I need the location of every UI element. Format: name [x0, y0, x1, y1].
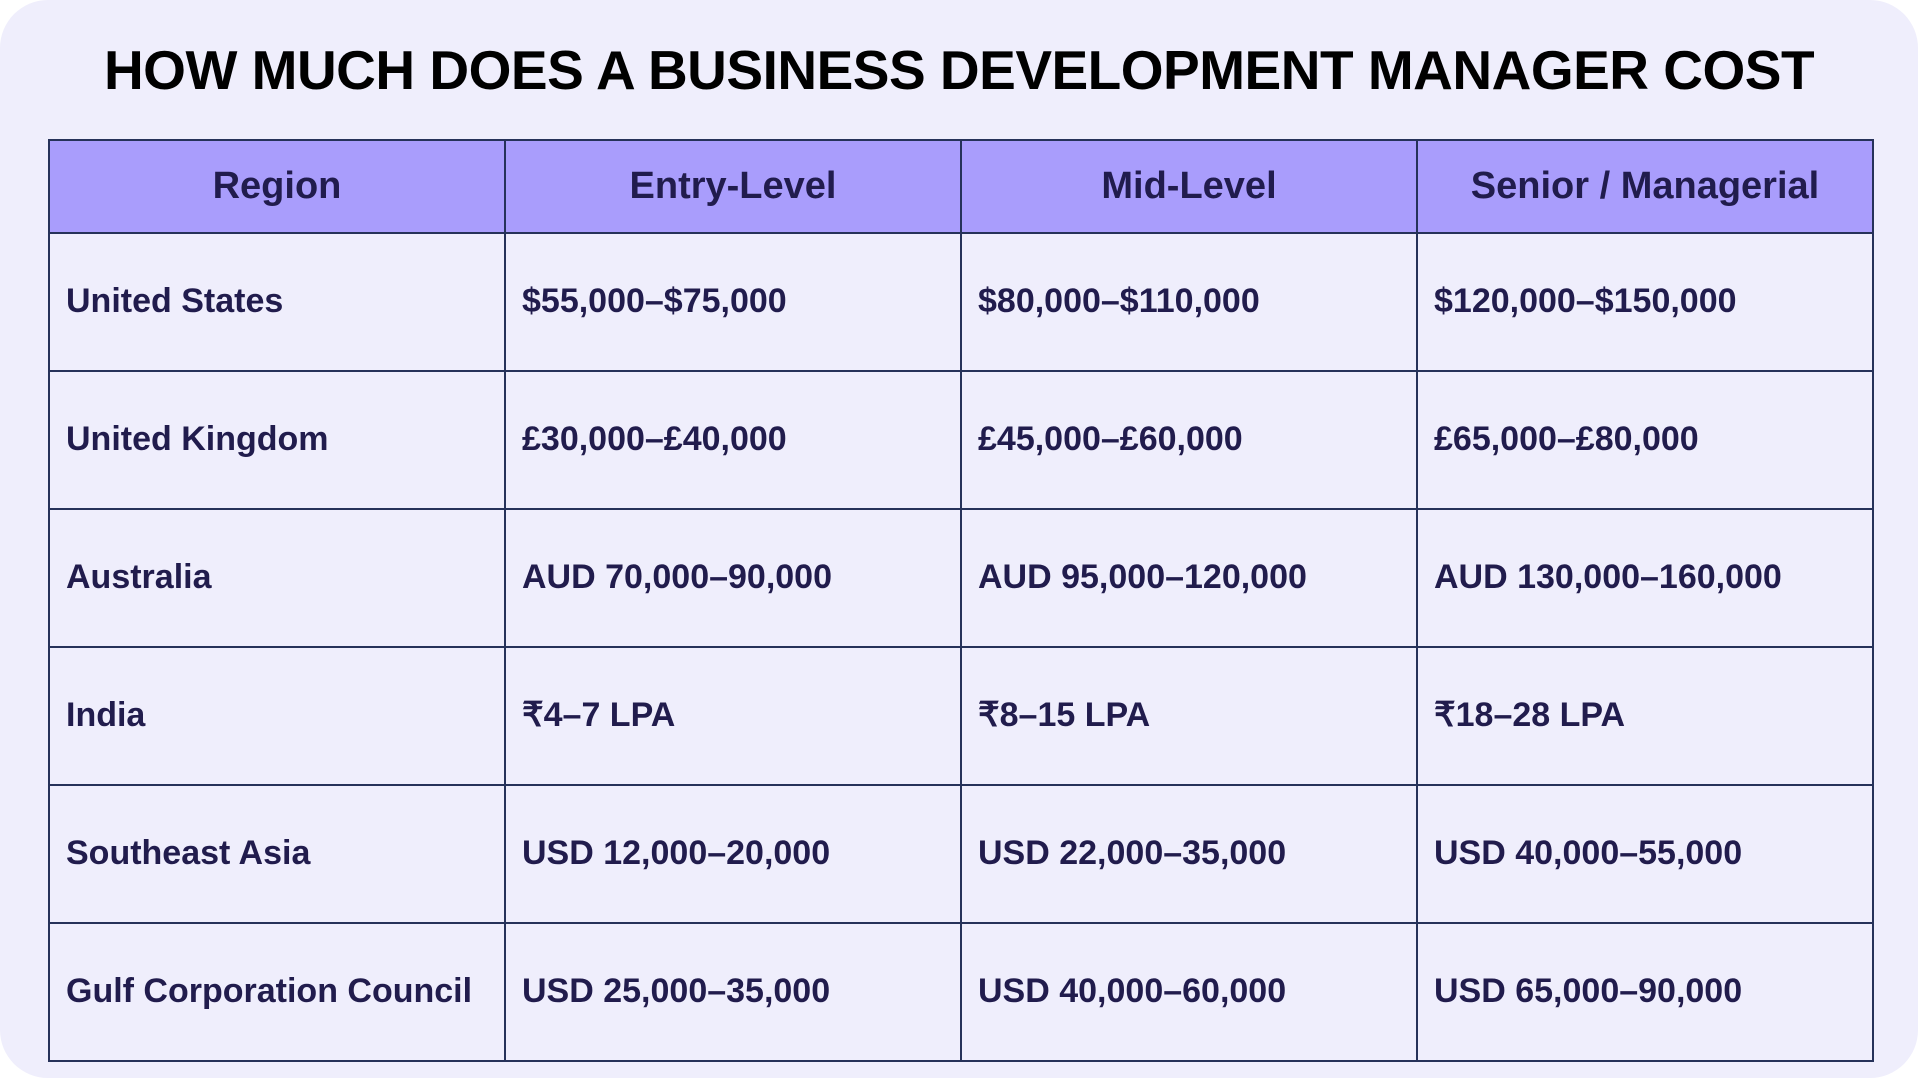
region-cell: Gulf Corporation Council — [48, 922, 506, 1062]
region-cell: Southeast Asia — [48, 784, 506, 924]
entry-level-cell: ₹4–7 LPA — [504, 646, 962, 786]
senior-cell: £65,000–£80,000 — [1416, 370, 1874, 510]
mid-level-cell: USD 22,000–35,000 — [960, 784, 1418, 924]
mid-level-cell: ₹8–15 LPA — [960, 646, 1418, 786]
table-row: India ₹4–7 LPA ₹8–15 LPA ₹18–28 LPA — [48, 646, 1874, 786]
header-entry-level: Entry-Level — [504, 139, 962, 234]
salary-table: Region Entry-Level Mid-Level Senior / Ma… — [48, 139, 1874, 1062]
entry-level-cell: USD 12,000–20,000 — [504, 784, 962, 924]
region-cell: United Kingdom — [48, 370, 506, 510]
mid-level-cell: USD 40,000–60,000 — [960, 922, 1418, 1062]
page-title: HOW MUCH DOES A BUSINESS DEVELOPMENT MAN… — [103, 39, 1815, 101]
entry-level-cell: USD 25,000–35,000 — [504, 922, 962, 1062]
table-row: United Kingdom £30,000–£40,000 £45,000–£… — [48, 370, 1874, 510]
table-row: Gulf Corporation Council USD 25,000–35,0… — [48, 922, 1874, 1062]
entry-level-cell: AUD 70,000–90,000 — [504, 508, 962, 648]
senior-cell: USD 40,000–55,000 — [1416, 784, 1874, 924]
region-cell: Australia — [48, 508, 506, 648]
entry-level-cell: $55,000–$75,000 — [504, 232, 962, 372]
header-region: Region — [48, 139, 506, 234]
header-senior-managerial: Senior / Managerial — [1416, 139, 1874, 234]
senior-cell: $120,000–$150,000 — [1416, 232, 1874, 372]
entry-level-cell: £30,000–£40,000 — [504, 370, 962, 510]
table-body: United States $55,000–$75,000 $80,000–$1… — [48, 232, 1874, 1062]
table-row: Southeast Asia USD 12,000–20,000 USD 22,… — [48, 784, 1874, 924]
table-header: Region Entry-Level Mid-Level Senior / Ma… — [48, 139, 1874, 234]
region-cell: India — [48, 646, 506, 786]
senior-cell: AUD 130,000–160,000 — [1416, 508, 1874, 648]
mid-level-cell: £45,000–£60,000 — [960, 370, 1418, 510]
table-row: United States $55,000–$75,000 $80,000–$1… — [48, 232, 1874, 372]
mid-level-cell: AUD 95,000–120,000 — [960, 508, 1418, 648]
header-row: Region Entry-Level Mid-Level Senior / Ma… — [48, 139, 1874, 234]
region-cell: United States — [48, 232, 506, 372]
senior-cell: ₹18–28 LPA — [1416, 646, 1874, 786]
header-mid-level: Mid-Level — [960, 139, 1418, 234]
senior-cell: USD 65,000–90,000 — [1416, 922, 1874, 1062]
mid-level-cell: $80,000–$110,000 — [960, 232, 1418, 372]
table-row: Australia AUD 70,000–90,000 AUD 95,000–1… — [48, 508, 1874, 648]
